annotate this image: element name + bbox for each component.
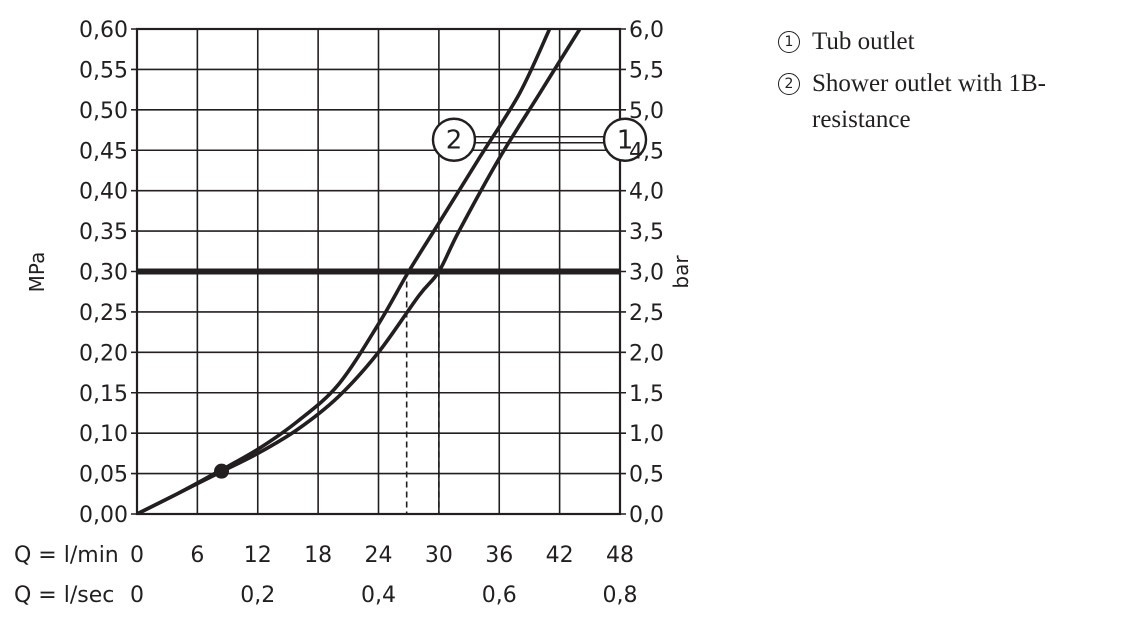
y-tick-label-right: 4,5 <box>629 139 664 164</box>
x-axis-label-lsec: Q = l/sec <box>14 583 114 608</box>
legend-item-tub-outlet: 1 Tub outlet <box>774 24 1114 60</box>
legend-marker-1: 1 <box>778 31 800 53</box>
x-tick-label-lmin: 12 <box>244 543 272 568</box>
y-tick-label-left: 0,30 <box>79 261 128 286</box>
y-tick-label-right: 2,0 <box>629 341 664 366</box>
y-tick-label-right: 0,5 <box>629 463 664 488</box>
y-tick-label-left: 0,60 <box>79 18 128 43</box>
legend-marker-2: 2 <box>778 73 800 95</box>
y-tick-label-right: 2,5 <box>629 301 664 326</box>
y-tick-label-right: 1,0 <box>629 422 664 447</box>
x-tick-label-lmin: 42 <box>546 543 574 568</box>
callout-label-1: 1 <box>617 126 634 156</box>
marker-point <box>214 463 230 479</box>
legend: 1 Tub outlet 2 Shower outlet with 1B-res… <box>774 24 1114 144</box>
x-tick-label-lsec: 0,4 <box>361 583 396 608</box>
x-tick-label-lsec: 0,2 <box>240 583 275 608</box>
y-tick-label-left: 0,50 <box>79 99 128 124</box>
x-tick-label-lsec: 0,6 <box>482 583 517 608</box>
y-tick-label-right: 4,0 <box>629 180 664 205</box>
tick-labels-group: 0,000,050,100,150,200,250,300,350,400,45… <box>14 18 664 608</box>
legend-label-tub-outlet: Tub outlet <box>812 28 915 55</box>
y-tick-label-left: 0,20 <box>79 341 128 366</box>
callout-circle-1 <box>602 117 648 162</box>
y-tick-label-right: 5,5 <box>629 58 664 83</box>
y-tick-label-right: 6,0 <box>629 18 664 43</box>
x-tick-label-lmin: 48 <box>606 543 634 568</box>
y-tick-label-left: 0,35 <box>79 220 128 245</box>
x-tick-label-lmin: 36 <box>485 543 513 568</box>
x-tick-label-lsec: 0,8 <box>603 583 638 608</box>
x-tick-label-lmin: 18 <box>304 543 332 568</box>
curves-group <box>137 29 582 514</box>
y-tick-label-right: 5,0 <box>629 99 664 124</box>
x-tick-label-lmin: 24 <box>365 543 393 568</box>
y-tick-label-left: 0,55 <box>79 58 128 83</box>
legend-label-shower-outlet: Shower outlet with 1B-resistance <box>812 70 1047 133</box>
y-axis-label-right: bar <box>669 255 693 289</box>
callout-circle-2 <box>431 117 477 162</box>
y-axis-label-left: MPa <box>25 252 49 293</box>
legend-item-shower-outlet: 2 Shower outlet with 1B-resistance <box>774 66 1114 138</box>
y-tick-label-left: 0,00 <box>79 503 128 528</box>
y-tick-label-left: 0,10 <box>79 422 128 447</box>
x-tick-label-lsec: 0 <box>130 583 144 608</box>
y-tick-label-left: 0,45 <box>79 139 128 164</box>
y-tick-label-right: 0,0 <box>629 503 664 528</box>
y-tick-label-left: 0,05 <box>79 463 128 488</box>
x-tick-label-lmin: 6 <box>190 543 204 568</box>
callout-label-2: 2 <box>446 126 463 156</box>
y-tick-label-left: 0,25 <box>79 301 128 326</box>
x-axis-label-lmin: Q = l/min <box>14 543 119 568</box>
y-tick-label-right: 3,0 <box>629 261 664 286</box>
y-tick-label-right: 3,5 <box>629 220 664 245</box>
y-tick-label-right: 1,5 <box>629 382 664 407</box>
x-tick-label-lmin: 30 <box>425 543 453 568</box>
y-tick-label-left: 0,15 <box>79 382 128 407</box>
x-tick-label-lmin: 0 <box>130 543 144 568</box>
y-tick-label-left: 0,40 <box>79 180 128 205</box>
